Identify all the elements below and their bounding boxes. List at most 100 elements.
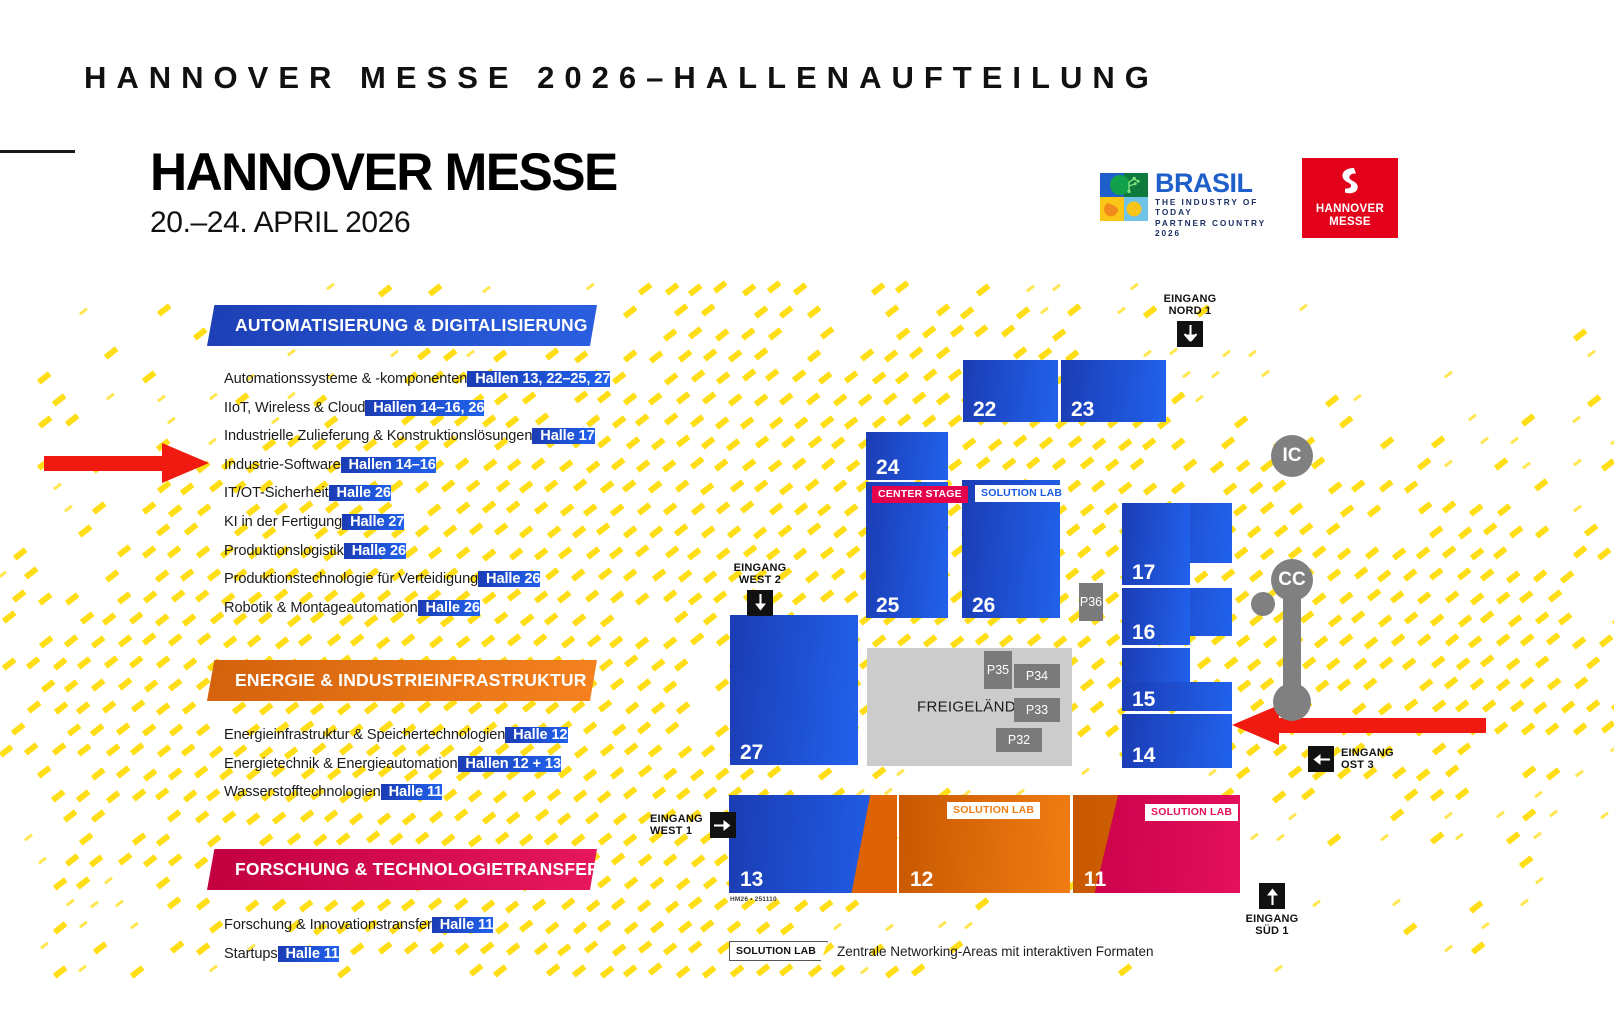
dash-mark <box>778 304 793 318</box>
hall-22[interactable]: 22 <box>963 360 1058 422</box>
dash-mark <box>1091 522 1107 536</box>
topic-row-automation-7: Produktionstechnologie für Verteidigung … <box>224 571 540 588</box>
dash-mark <box>78 920 88 929</box>
dash-mark <box>819 546 835 560</box>
hall-14[interactable]: 14 <box>1122 714 1232 768</box>
dash-mark <box>1376 568 1391 582</box>
dash-mark <box>754 392 769 406</box>
point-cc[interactable]: CC <box>1271 559 1313 601</box>
dash-mark <box>791 457 807 471</box>
parking-p33-label: P33 <box>1025 703 1049 717</box>
hall-25[interactable]: 25 <box>866 482 948 618</box>
dash-mark <box>975 456 991 470</box>
entrance-west-1[interactable]: EINGANG WEST 1 <box>650 812 736 838</box>
dash-mark <box>647 480 663 494</box>
point-ic[interactable]: IC <box>1271 435 1313 477</box>
dash-mark <box>571 525 587 539</box>
dash-mark <box>363 700 378 714</box>
entrance-nord-1[interactable]: EINGANG NORD 1 <box>1150 293 1230 347</box>
dash-mark <box>609 503 625 517</box>
dash-mark <box>635 544 650 558</box>
dash-mark <box>415 830 430 844</box>
dash-mark <box>1077 545 1092 559</box>
hall-22-label: 22 <box>973 398 997 421</box>
dash-mark <box>637 940 653 954</box>
brasil-tagline-2: PARTNER COUNTRY 2026 <box>1155 217 1266 239</box>
dash-mark <box>143 590 158 604</box>
arrow-down-icon <box>747 589 773 616</box>
dash-mark <box>455 501 471 515</box>
dash-mark <box>443 788 458 802</box>
dash-mark <box>1495 678 1511 692</box>
legend-solution-lab-badge: SOLUTION LAB <box>729 941 828 961</box>
entrance-ost-3-line2: OST 3 <box>1341 759 1374 771</box>
dash-mark <box>1495 633 1511 647</box>
dash-mark <box>768 502 784 516</box>
hall-27[interactable]: 27 <box>730 615 858 765</box>
dash-mark <box>0 570 8 579</box>
hall-14-label: 14 <box>1132 744 1156 767</box>
dash-mark <box>947 368 962 382</box>
dash-mark <box>1066 479 1081 493</box>
dash-mark <box>1363 636 1378 650</box>
dash-mark <box>894 371 910 385</box>
dash-mark <box>128 611 143 625</box>
entrance-west-1-line1: EINGANG <box>650 812 703 825</box>
dash-mark <box>599 743 614 757</box>
topic-row-automation-1: IIoT, Wireless & Cloud Hallen 14–16, 26 <box>224 399 485 416</box>
hall-26[interactable]: 26 <box>962 480 1060 618</box>
dash-mark <box>675 787 691 800</box>
dash-mark <box>1207 768 1217 777</box>
dash-mark <box>663 371 678 385</box>
dash-mark <box>534 942 549 955</box>
dash-mark <box>896 633 911 647</box>
dash-mark <box>521 789 536 803</box>
dash-mark <box>1572 636 1587 650</box>
hall-15[interactable]: 15 <box>1122 682 1232 711</box>
dash-mark <box>1001 324 1016 338</box>
dash-mark <box>1327 614 1342 628</box>
dash-mark <box>1273 964 1283 973</box>
entrance-ost-3[interactable]: EINGANG OST 3 <box>1308 746 1394 772</box>
entrance-west-2[interactable]: EINGANG WEST 2 <box>720 562 800 616</box>
dash-mark <box>1571 415 1581 424</box>
parking-p32-label: P32 <box>1007 733 1031 747</box>
brasil-mark-icon <box>1100 173 1148 221</box>
entrance-sued-1[interactable]: EINGANG SÜD 1 <box>1232 880 1312 938</box>
hall-24-label: 24 <box>876 456 900 479</box>
dash-mark <box>647 391 663 405</box>
dash-mark <box>1496 503 1511 517</box>
dash-mark <box>206 834 221 848</box>
dash-mark <box>1548 809 1558 818</box>
dash-mark <box>79 611 95 625</box>
dash-mark <box>1379 656 1394 670</box>
dash-mark <box>336 702 351 716</box>
dash-mark <box>596 435 612 449</box>
dash-mark <box>339 742 354 756</box>
dash-mark <box>401 898 416 911</box>
dash-mark <box>481 413 497 427</box>
dash-mark <box>1001 457 1017 471</box>
hall-16[interactable]: 16 <box>1122 588 1190 645</box>
dash-mark <box>975 283 990 297</box>
topic-name: Startups <box>224 945 278 962</box>
dash-mark <box>622 568 638 582</box>
hall-24[interactable]: 24 <box>866 432 948 480</box>
dash-mark <box>1521 413 1536 427</box>
dash-mark <box>440 614 455 628</box>
dash-mark <box>1249 832 1259 841</box>
dash-mark <box>1052 456 1067 470</box>
dash-mark <box>661 458 676 472</box>
dash-mark <box>558 546 573 560</box>
dash-mark <box>1519 898 1529 907</box>
dash-mark <box>1545 632 1561 646</box>
dash-mark <box>634 592 650 606</box>
dash-mark <box>1235 633 1251 647</box>
dash-mark <box>428 809 443 823</box>
dash-mark <box>585 282 595 291</box>
hall-23[interactable]: 23 <box>1061 360 1166 422</box>
dash-mark <box>505 811 520 825</box>
dash-mark <box>648 350 664 364</box>
hall-13[interactable]: 13 <box>729 795 897 893</box>
dash-mark <box>1248 569 1264 583</box>
